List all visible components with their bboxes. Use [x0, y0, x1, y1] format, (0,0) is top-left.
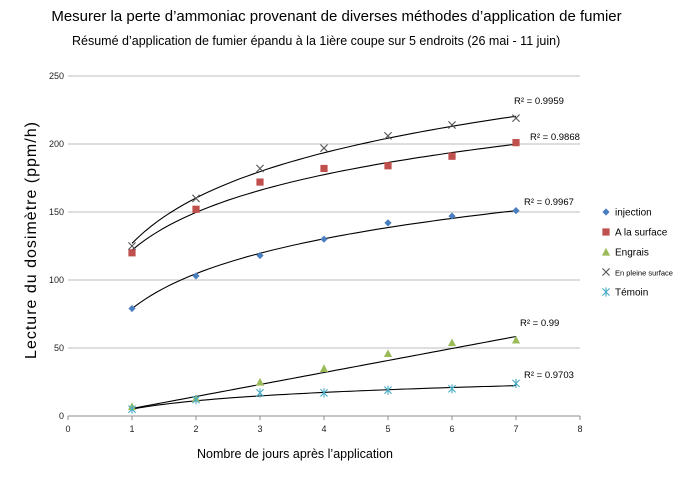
data-point	[192, 272, 200, 280]
data-point	[384, 385, 392, 395]
x-tick-label: 2	[193, 424, 198, 434]
grid-lines	[68, 75, 580, 349]
data-point	[192, 205, 200, 213]
legend-item: A la surface	[602, 228, 668, 239]
marker-stroke	[128, 242, 136, 250]
marker-stroke	[320, 144, 328, 153]
x-tick-label: 3	[257, 424, 262, 434]
legend-label: Engrais	[615, 248, 649, 259]
data-point	[448, 384, 456, 394]
marker-stroke	[192, 194, 200, 203]
data-point	[128, 404, 136, 414]
y-tick-label: 250	[49, 71, 64, 81]
trendline	[131, 143, 517, 251]
r2-labels: R² = 0.9967 R² = 0.9868 R² = 0.9959 R² = 0.…	[514, 96, 580, 381]
legend-marker	[602, 287, 610, 297]
data-point	[511, 335, 521, 344]
data-point	[384, 162, 392, 170]
marker-stroke	[602, 268, 610, 276]
r2-label: R² = 0.9967	[524, 197, 574, 208]
r2-label: R² = 0.99	[520, 318, 559, 329]
data-point	[256, 388, 264, 398]
data-point	[512, 114, 520, 123]
data-point	[128, 249, 136, 257]
series-engrais	[127, 335, 521, 411]
data-point	[256, 251, 264, 260]
data-point	[192, 395, 200, 405]
trendline	[131, 335, 517, 410]
r2-label: R² = 0.9703	[524, 370, 574, 381]
data-point	[255, 377, 265, 386]
legend-marker	[601, 247, 611, 256]
y-tick-label: 150	[49, 207, 64, 217]
y-tick-label: 50	[54, 343, 64, 353]
series-témoin	[128, 378, 520, 414]
legend-item: Témoin	[602, 287, 648, 299]
axes: 0 50 100 150 200 250 0 1 2 3 4 5 6 7 8	[49, 71, 583, 434]
trendline	[131, 210, 517, 310]
x-tick-label: 4	[321, 424, 326, 434]
y-tick-label: 0	[59, 411, 64, 421]
r2-label: R² = 0.9868	[530, 132, 580, 143]
data-point	[256, 164, 264, 173]
legend: injection A la surface Engrais En pleine su…	[601, 208, 673, 299]
marker-stroke	[512, 114, 520, 123]
marker-stroke	[384, 131, 392, 140]
x-tick-label: 7	[513, 424, 518, 434]
legend-label: A la surface	[615, 228, 668, 239]
legend-item: Engrais	[601, 247, 649, 259]
legend-label: Témoin	[615, 288, 648, 299]
data-point	[320, 164, 328, 173]
x-tick-label: 0	[65, 424, 70, 434]
data-point	[128, 242, 136, 250]
data-point	[256, 178, 264, 186]
data-point	[383, 349, 393, 358]
x-axis-label: Nombre de jours après l’application	[197, 447, 393, 461]
legend-marker	[602, 208, 610, 216]
marker-stroke	[256, 164, 264, 173]
data-point	[447, 338, 457, 347]
data-points	[127, 114, 521, 414]
r2-label: R² = 0.9959	[514, 96, 564, 107]
data-point	[192, 194, 200, 203]
x-tick-label: 8	[577, 424, 582, 434]
chart-subtitle: Résumé d’application de fumier épandu à …	[72, 34, 561, 48]
data-point	[128, 304, 136, 313]
data-point	[319, 364, 329, 372]
legend-label: En pleine surface	[615, 269, 673, 278]
series-en-pleine-surface	[128, 114, 520, 250]
data-point	[384, 131, 392, 140]
y-tick-label: 200	[49, 139, 64, 149]
data-point	[512, 207, 520, 215]
data-point	[448, 212, 456, 220]
chart-title: Mesurer la perte d’ammoniac provenant de…	[51, 8, 622, 25]
data-point	[512, 378, 520, 388]
series-a-la-surface	[128, 139, 520, 257]
y-axis-label: Lecture du dosimètre (ppm/h)	[23, 121, 40, 359]
legend-label: injection	[615, 208, 652, 219]
legend-item: En pleine surface	[602, 268, 673, 278]
data-point	[384, 219, 392, 227]
y-tick-label: 100	[49, 275, 64, 285]
data-point	[448, 152, 456, 160]
x-tick-label: 6	[449, 424, 454, 434]
data-point	[320, 144, 328, 153]
legend-item: injection	[602, 208, 652, 219]
x-tick-label: 1	[129, 424, 134, 434]
data-point	[448, 120, 456, 129]
legend-marker	[602, 268, 610, 276]
series-injection	[128, 207, 520, 313]
data-point	[320, 388, 328, 398]
marker-stroke	[448, 120, 456, 129]
data-point	[320, 235, 328, 243]
data-point	[512, 139, 520, 147]
x-tick-label: 5	[385, 424, 390, 434]
trendline	[131, 115, 517, 244]
legend-marker	[602, 228, 610, 236]
